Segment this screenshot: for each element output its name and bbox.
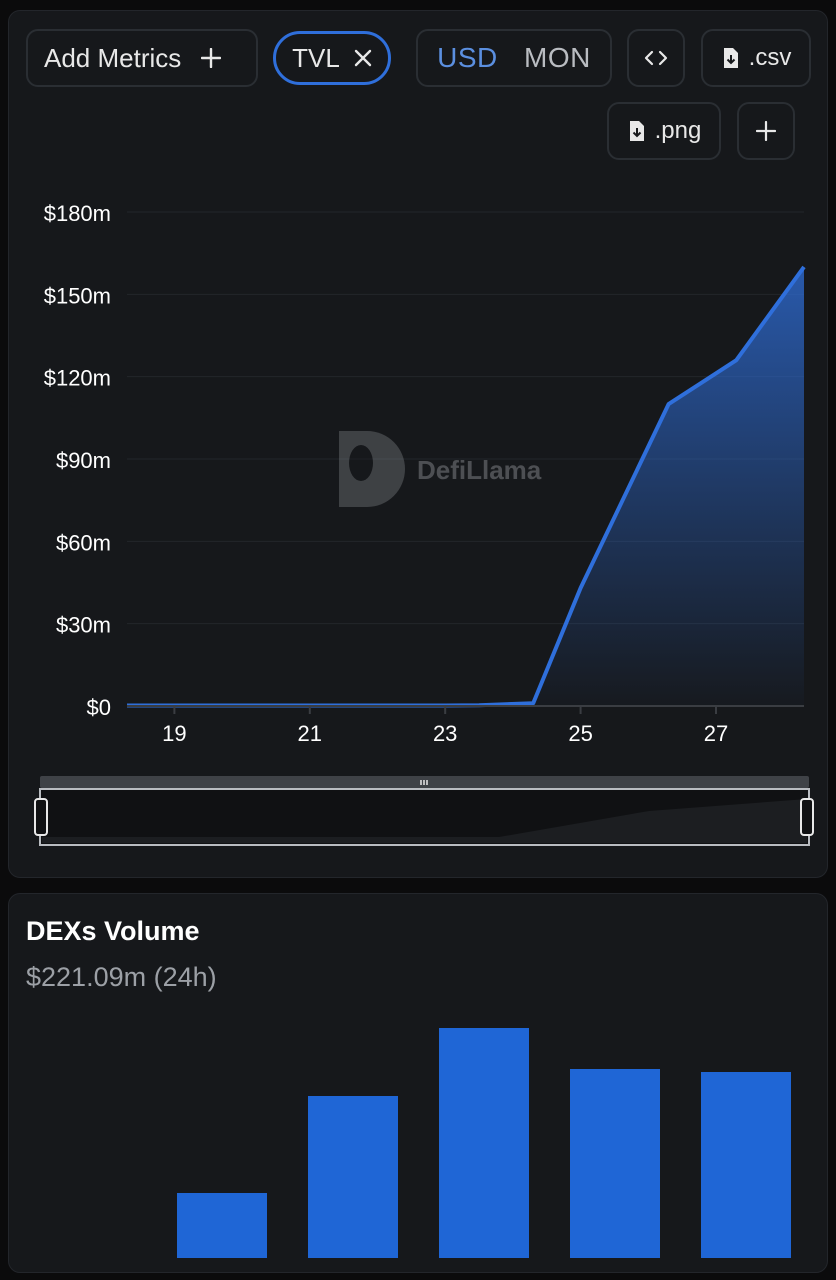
currency-toggle: USD MON xyxy=(416,29,612,87)
y-tick-label: $180m xyxy=(44,201,111,226)
range-selector-preview xyxy=(42,799,807,843)
plus-icon xyxy=(201,48,222,68)
more-options-button[interactable] xyxy=(737,102,795,160)
dex-volume-chart xyxy=(177,1028,791,1258)
dex-volume-bar[interactable] xyxy=(308,1096,398,1258)
dex-volume-bar[interactable] xyxy=(439,1028,529,1258)
range-handle-left[interactable] xyxy=(34,798,48,836)
tvl-metric-chip[interactable]: TVL xyxy=(273,31,391,85)
grip-icon xyxy=(420,780,428,785)
close-icon[interactable] xyxy=(354,49,372,67)
watermark-text: DefiLlama xyxy=(417,455,542,485)
x-tick-label: 27 xyxy=(704,721,728,746)
currency-mon-option[interactable]: MON xyxy=(524,42,591,73)
file-download-icon xyxy=(721,46,741,70)
dex-volume-title: DEXs Volume xyxy=(26,916,200,946)
code-icon xyxy=(644,50,668,66)
defillama-watermark: DefiLlama xyxy=(339,431,542,507)
y-tick-label: $150m xyxy=(44,283,111,308)
download-png-button[interactable]: .png xyxy=(607,102,721,160)
dex-volume-panel: DEXs Volume $221.09m (24h) xyxy=(8,893,828,1273)
range-selector[interactable] xyxy=(34,776,814,846)
add-metrics-label: Add Metrics xyxy=(44,42,182,73)
png-label: .png xyxy=(654,117,702,144)
dex-volume-bar[interactable] xyxy=(701,1072,791,1258)
file-download-icon xyxy=(627,119,647,143)
x-tick-label: 25 xyxy=(568,721,592,746)
y-tick-label: $90m xyxy=(56,448,111,473)
embed-button[interactable] xyxy=(627,29,685,87)
x-tick-label: 19 xyxy=(162,721,186,746)
csv-label: .csv xyxy=(748,44,792,71)
y-tick-label: $30m xyxy=(56,613,111,638)
tvl-chart: $180m$150m$120m$90m$60m$30m$0 DefiLlama … xyxy=(34,201,814,846)
dex-volume-bar[interactable] xyxy=(177,1193,267,1258)
plus-icon xyxy=(756,121,776,141)
tvl-chart-panel: Add Metrics TVL USD MON .csv .png xyxy=(8,10,828,878)
x-tick-label: 23 xyxy=(433,721,457,746)
tvl-chip-label: TVL xyxy=(292,42,340,73)
dex-volume-value: $221.09m (24h) xyxy=(26,962,217,992)
currency-usd-option[interactable]: USD xyxy=(437,42,498,73)
y-tick-label: $60m xyxy=(56,530,111,555)
range-handle-right[interactable] xyxy=(800,798,814,836)
x-tick-label: 21 xyxy=(298,721,322,746)
download-csv-button[interactable]: .csv xyxy=(701,29,811,87)
tvl-area-fill xyxy=(127,266,804,706)
y-tick-label: $120m xyxy=(44,366,111,391)
y-tick-label: $0 xyxy=(87,695,111,720)
dex-volume-bar[interactable] xyxy=(570,1069,660,1258)
add-metrics-button[interactable]: Add Metrics xyxy=(26,29,258,87)
